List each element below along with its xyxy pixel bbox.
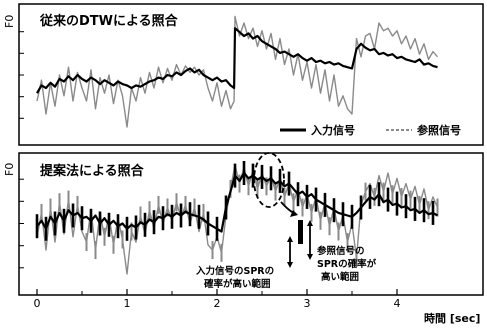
legend-reference-label: 参照信号	[417, 123, 461, 137]
x-axis-label: 時間 [sec]	[424, 311, 480, 325]
spr-range-input-arrow-bottom	[287, 262, 293, 268]
top-panel-title: 従来のDTWによる照合	[39, 13, 179, 29]
spr-range-reference-arrow-bottom	[307, 254, 313, 260]
annotation-reference-line2: SPRの確率が	[317, 258, 377, 270]
annotation-input-line1: 入力信号のSPRの	[195, 265, 274, 277]
spr-block-input	[298, 220, 303, 244]
x-tick-label: 2	[214, 297, 221, 310]
x-axis-ticks: 0 1 2 3 4	[34, 289, 401, 310]
annotation-reference-line3: 高い範囲	[321, 271, 359, 283]
bottom-panel-title: 提案法による照合	[40, 163, 145, 179]
spr-range-input-arrow-top	[287, 236, 293, 242]
x-tick-label: 4	[394, 297, 401, 310]
annotation-arrow-head	[290, 210, 298, 217]
x-tick-label: 1	[124, 297, 131, 310]
top-y-axis-label: F0	[3, 15, 16, 28]
bottom-y-axis-label: F0	[3, 163, 16, 176]
top-plot-area	[19, 15, 439, 128]
x-tick-label: 3	[304, 297, 311, 310]
x-tick-label: 0	[34, 297, 41, 310]
top-series-input	[36, 27, 438, 94]
annotation-reference-line1: 参照信号の	[316, 245, 365, 257]
annotation-input-line2: 確率が高い範囲	[204, 278, 271, 290]
spr-range-reference-arrow-top	[307, 220, 313, 226]
top-series-reference	[36, 15, 439, 128]
bottom-plot-area	[19, 161, 439, 275]
legend-input-label: 入力信号	[311, 123, 355, 137]
highlight-ellipse	[253, 152, 285, 208]
